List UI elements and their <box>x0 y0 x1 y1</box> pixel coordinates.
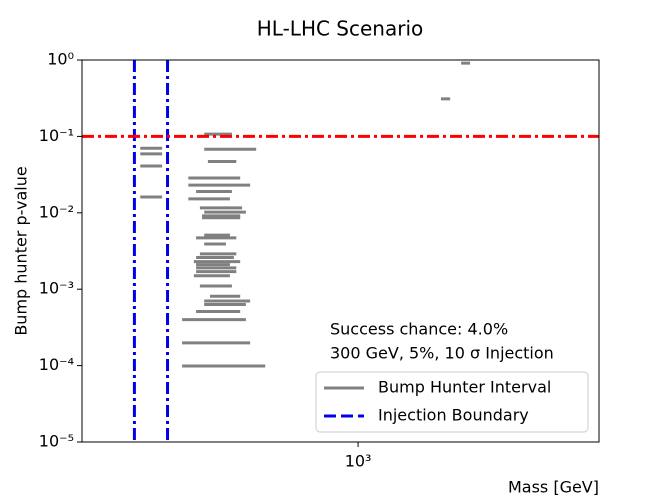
y-tick-label: 10⁻² <box>39 202 74 221</box>
x-tick-label: 10³ <box>345 452 372 471</box>
y-tick-label: 10⁻⁵ <box>39 432 74 451</box>
plot-frame <box>81 59 600 443</box>
legend-label: Injection Boundary <box>378 406 529 425</box>
legend-box <box>315 371 589 433</box>
annotation: Success chance: 4.0% <box>330 320 508 339</box>
y-tick-label: 10⁰ <box>47 50 74 69</box>
y-tick-label: 10⁻⁴ <box>39 355 74 374</box>
annotation: 300 GeV, 5%, 10 σ Injection <box>330 344 554 363</box>
x-axis-label: Mass [GeV] <box>508 478 599 497</box>
y-axis-label: Bump hunter p-value <box>12 166 31 335</box>
legend-label: Bump Hunter Interval <box>378 378 551 397</box>
y-tick-label: 10⁻¹ <box>39 126 74 145</box>
chart-title: HL-LHC Scenario <box>257 17 424 41</box>
y-tick-label: 10⁻³ <box>39 279 74 298</box>
